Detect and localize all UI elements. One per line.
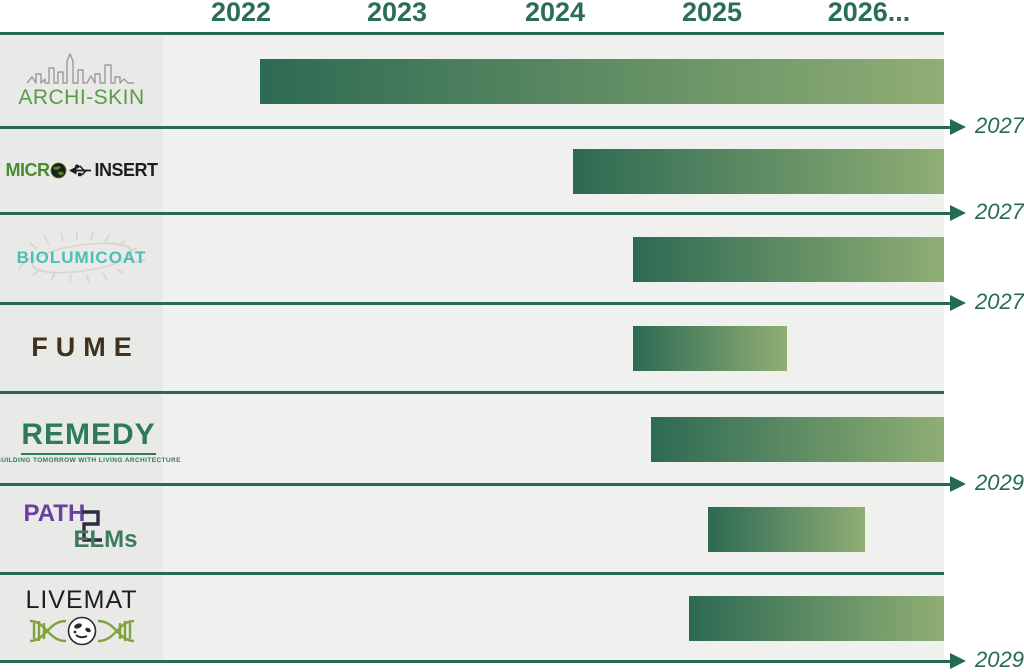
end-year-label: 2029 <box>975 647 1024 672</box>
timeline-bar-biolumicoat <box>632 236 944 282</box>
timeline-bar-fume <box>632 326 787 371</box>
dna-helix-icon <box>29 616 134 645</box>
end-year-label: 2027 <box>975 199 1024 224</box>
year-tick-2023: 2023 <box>366 0 428 27</box>
project-name-archi-skin: ARCHI-SKIN <box>18 85 145 109</box>
end-year-label: 2027 <box>975 113 1024 138</box>
project-name-biolumicoat: BIOLUMICOAT <box>16 248 147 267</box>
arrow-right-icon <box>950 295 966 311</box>
logo-archi-skin: ARCHI-SKIN <box>0 33 163 127</box>
project-name-remedy: REMEDY <box>21 420 156 455</box>
timeline-bar-micro-insert <box>572 148 944 194</box>
remedy-tagline: BUILDING TOMORROW WITH LIVING ARCHITECTU… <box>0 457 181 464</box>
project-name-fume: FUME <box>31 332 140 362</box>
arrow-right-icon <box>950 476 966 492</box>
timeline-bar-remedy <box>651 416 944 462</box>
project-name-celms: ELMs <box>73 525 138 553</box>
logo-livemat: LIVEMAT <box>0 573 163 661</box>
bacterium-icon <box>17 231 146 284</box>
arrow-right-icon <box>950 653 966 669</box>
logo-biolumicoat: BIOLUMICOAT <box>0 213 163 303</box>
path-connector-icon <box>81 509 102 542</box>
timeline-bar-archi-skin <box>259 58 944 104</box>
separator-line <box>0 390 944 394</box>
separator-line <box>0 125 953 129</box>
year-tick-2024: 2024 <box>524 0 586 27</box>
separator-line <box>0 571 944 575</box>
city-skyline-icon <box>25 52 134 84</box>
project-name-micro: MICR <box>5 159 50 180</box>
separator-line <box>0 301 953 305</box>
logo-micro-insert: MICR INSERT <box>0 127 163 213</box>
logo-fume: FUME <box>0 303 163 392</box>
end-year-label: 2029 <box>975 470 1024 495</box>
arrow-right-icon <box>950 119 966 135</box>
year-tick-2022: 2022 <box>210 0 272 27</box>
end-year-label: 2027 <box>975 289 1024 314</box>
globe-icon <box>51 162 67 178</box>
logo-path-celms: PATH ELMs <box>0 484 163 573</box>
project-name-insert: INSERT <box>94 159 158 180</box>
usb-connector-icon <box>69 164 92 176</box>
year-tick-2025: 2025 <box>681 0 743 27</box>
separator-line <box>0 659 953 663</box>
separator-line <box>0 31 944 35</box>
arrow-right-icon <box>950 205 966 221</box>
separator-line <box>0 211 953 215</box>
year-tick-2026: 2026... <box>827 0 911 27</box>
project-name-livemat: LIVEMAT <box>25 585 138 614</box>
timeline-bar-path-celms <box>708 507 866 552</box>
project-name-path: PATH <box>23 499 86 527</box>
timeline-bar-livemat <box>689 595 944 641</box>
separator-line <box>0 482 953 486</box>
logo-remedy: REMEDY BUILDING TOMORROW WITH LIVING ARC… <box>0 392 180 484</box>
